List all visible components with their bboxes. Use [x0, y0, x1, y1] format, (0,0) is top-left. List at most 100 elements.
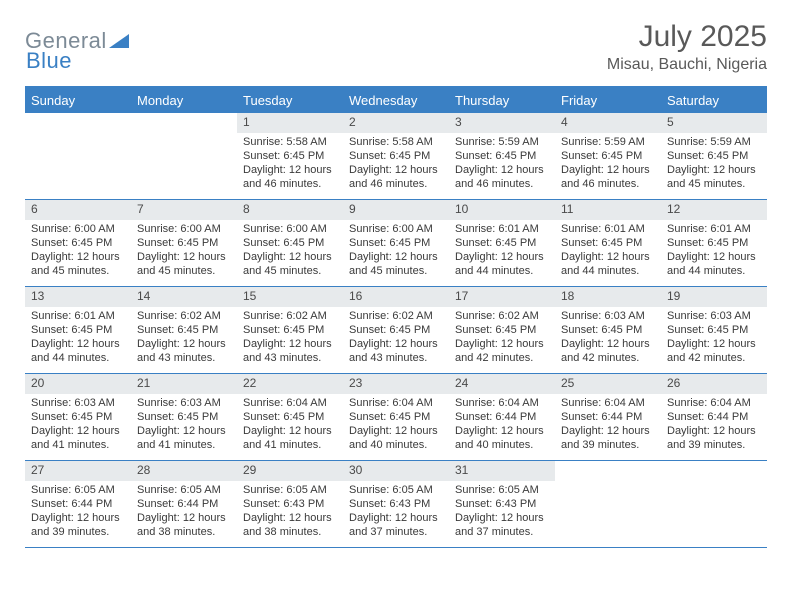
sunset-text: Sunset: 6:45 PM: [667, 323, 761, 337]
day-cell: 24Sunrise: 6:04 AMSunset: 6:44 PMDayligh…: [449, 374, 555, 460]
day-cell: 1Sunrise: 5:58 AMSunset: 6:45 PMDaylight…: [237, 113, 343, 199]
daylight-text: Daylight: 12 hours and 39 minutes.: [31, 511, 125, 540]
sunset-text: Sunset: 6:44 PM: [667, 410, 761, 424]
day-number: 22: [237, 374, 343, 394]
day-body: Sunrise: 6:02 AMSunset: 6:45 PMDaylight:…: [131, 307, 237, 370]
daylight-text: Daylight: 12 hours and 39 minutes.: [667, 424, 761, 453]
day-cell: 10Sunrise: 6:01 AMSunset: 6:45 PMDayligh…: [449, 200, 555, 286]
sunset-text: Sunset: 6:45 PM: [349, 410, 443, 424]
day-body: Sunrise: 6:04 AMSunset: 6:45 PMDaylight:…: [343, 394, 449, 457]
daylight-text: Daylight: 12 hours and 43 minutes.: [349, 337, 443, 366]
day-body: Sunrise: 6:02 AMSunset: 6:45 PMDaylight:…: [343, 307, 449, 370]
day-number: 30: [343, 461, 449, 481]
daylight-text: Daylight: 12 hours and 44 minutes.: [455, 250, 549, 279]
week-row: 27Sunrise: 6:05 AMSunset: 6:44 PMDayligh…: [25, 461, 767, 548]
day-cell: 15Sunrise: 6:02 AMSunset: 6:45 PMDayligh…: [237, 287, 343, 373]
weekday-header-row: Sunday Monday Tuesday Wednesday Thursday…: [25, 88, 767, 113]
sunrise-text: Sunrise: 6:02 AM: [243, 309, 337, 323]
daylight-text: Daylight: 12 hours and 44 minutes.: [31, 337, 125, 366]
sunset-text: Sunset: 6:45 PM: [243, 236, 337, 250]
day-cell: 9Sunrise: 6:00 AMSunset: 6:45 PMDaylight…: [343, 200, 449, 286]
daylight-text: Daylight: 12 hours and 46 minutes.: [243, 163, 337, 192]
day-number: 12: [661, 200, 767, 220]
sunset-text: Sunset: 6:45 PM: [137, 323, 231, 337]
sunset-text: Sunset: 6:45 PM: [561, 149, 655, 163]
day-number: 23: [343, 374, 449, 394]
day-number: 16: [343, 287, 449, 307]
daylight-text: Daylight: 12 hours and 41 minutes.: [137, 424, 231, 453]
day-number: 19: [661, 287, 767, 307]
sunrise-text: Sunrise: 6:05 AM: [349, 483, 443, 497]
day-number: 8: [237, 200, 343, 220]
day-cell: 12Sunrise: 6:01 AMSunset: 6:45 PMDayligh…: [661, 200, 767, 286]
day-number: 7: [131, 200, 237, 220]
daylight-text: Daylight: 12 hours and 38 minutes.: [137, 511, 231, 540]
day-number: [25, 113, 131, 117]
day-cell: 30Sunrise: 6:05 AMSunset: 6:43 PMDayligh…: [343, 461, 449, 547]
sunrise-text: Sunrise: 6:01 AM: [667, 222, 761, 236]
day-cell: 21Sunrise: 6:03 AMSunset: 6:45 PMDayligh…: [131, 374, 237, 460]
day-body: Sunrise: 6:00 AMSunset: 6:45 PMDaylight:…: [343, 220, 449, 283]
sunset-text: Sunset: 6:45 PM: [31, 410, 125, 424]
sunset-text: Sunset: 6:44 PM: [455, 410, 549, 424]
day-number: 13: [25, 287, 131, 307]
daylight-text: Daylight: 12 hours and 37 minutes.: [455, 511, 549, 540]
day-number: 10: [449, 200, 555, 220]
sunset-text: Sunset: 6:45 PM: [243, 410, 337, 424]
sunrise-text: Sunrise: 5:59 AM: [455, 135, 549, 149]
sunrise-text: Sunrise: 6:05 AM: [31, 483, 125, 497]
sunset-text: Sunset: 6:45 PM: [349, 236, 443, 250]
weekday-header: Monday: [131, 88, 237, 113]
day-body: Sunrise: 6:04 AMSunset: 6:44 PMDaylight:…: [449, 394, 555, 457]
daylight-text: Daylight: 12 hours and 46 minutes.: [561, 163, 655, 192]
sunset-text: Sunset: 6:45 PM: [455, 323, 549, 337]
day-cell: 19Sunrise: 6:03 AMSunset: 6:45 PMDayligh…: [661, 287, 767, 373]
sunset-text: Sunset: 6:45 PM: [31, 236, 125, 250]
day-number: [661, 461, 767, 465]
month-title: July 2025: [607, 20, 767, 54]
day-body: Sunrise: 6:04 AMSunset: 6:45 PMDaylight:…: [237, 394, 343, 457]
day-cell: 4Sunrise: 5:59 AMSunset: 6:45 PMDaylight…: [555, 113, 661, 199]
sunset-text: Sunset: 6:43 PM: [349, 497, 443, 511]
sunset-text: Sunset: 6:44 PM: [561, 410, 655, 424]
day-body: Sunrise: 6:01 AMSunset: 6:45 PMDaylight:…: [555, 220, 661, 283]
sunrise-text: Sunrise: 5:58 AM: [243, 135, 337, 149]
sunset-text: Sunset: 6:44 PM: [137, 497, 231, 511]
sunset-text: Sunset: 6:45 PM: [31, 323, 125, 337]
daylight-text: Daylight: 12 hours and 45 minutes.: [349, 250, 443, 279]
sunset-text: Sunset: 6:45 PM: [349, 323, 443, 337]
sunrise-text: Sunrise: 6:00 AM: [349, 222, 443, 236]
weekday-header: Saturday: [661, 88, 767, 113]
day-number: 31: [449, 461, 555, 481]
day-number: 28: [131, 461, 237, 481]
day-number: 5: [661, 113, 767, 133]
daylight-text: Daylight: 12 hours and 41 minutes.: [31, 424, 125, 453]
week-row: 13Sunrise: 6:01 AMSunset: 6:45 PMDayligh…: [25, 287, 767, 374]
day-number: 21: [131, 374, 237, 394]
sunrise-text: Sunrise: 6:05 AM: [455, 483, 549, 497]
brand-part2: Blue: [26, 48, 72, 73]
sunrise-text: Sunrise: 6:00 AM: [31, 222, 125, 236]
week-row: 1Sunrise: 5:58 AMSunset: 6:45 PMDaylight…: [25, 113, 767, 200]
weekday-header: Tuesday: [237, 88, 343, 113]
day-number: 11: [555, 200, 661, 220]
day-body: Sunrise: 6:03 AMSunset: 6:45 PMDaylight:…: [25, 394, 131, 457]
day-body: Sunrise: 5:58 AMSunset: 6:45 PMDaylight:…: [343, 133, 449, 196]
sunrise-text: Sunrise: 6:03 AM: [31, 396, 125, 410]
daylight-text: Daylight: 12 hours and 43 minutes.: [137, 337, 231, 366]
day-number: 18: [555, 287, 661, 307]
calendar-grid: Sunday Monday Tuesday Wednesday Thursday…: [25, 86, 767, 548]
sunrise-text: Sunrise: 6:04 AM: [349, 396, 443, 410]
day-body: Sunrise: 6:00 AMSunset: 6:45 PMDaylight:…: [131, 220, 237, 283]
day-cell: 5Sunrise: 5:59 AMSunset: 6:45 PMDaylight…: [661, 113, 767, 199]
sunset-text: Sunset: 6:43 PM: [455, 497, 549, 511]
brand-triangle-icon: [109, 34, 129, 53]
day-body: Sunrise: 6:02 AMSunset: 6:45 PMDaylight:…: [449, 307, 555, 370]
daylight-text: Daylight: 12 hours and 46 minutes.: [455, 163, 549, 192]
sunset-text: Sunset: 6:45 PM: [667, 236, 761, 250]
day-number: 29: [237, 461, 343, 481]
day-cell: 2Sunrise: 5:58 AMSunset: 6:45 PMDaylight…: [343, 113, 449, 199]
day-body: Sunrise: 5:59 AMSunset: 6:45 PMDaylight:…: [449, 133, 555, 196]
day-body: Sunrise: 5:59 AMSunset: 6:45 PMDaylight:…: [661, 133, 767, 196]
weeks-container: 1Sunrise: 5:58 AMSunset: 6:45 PMDaylight…: [25, 113, 767, 548]
